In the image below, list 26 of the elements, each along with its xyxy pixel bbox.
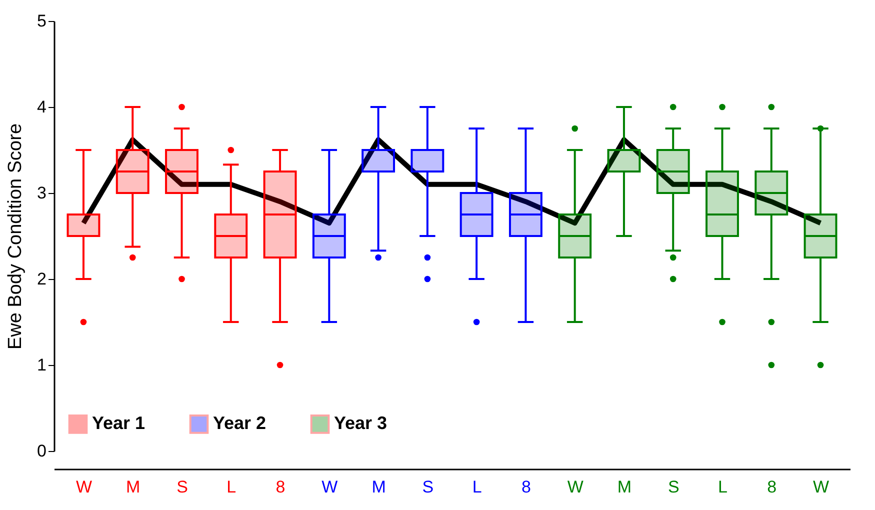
x-tick-label: 8 (767, 478, 777, 496)
x-tick-label: W (322, 478, 338, 496)
x-tick-label: L (226, 478, 236, 496)
y-axis-title: Ewe Body Condition Score (5, 123, 26, 350)
y-tick-label: 2 (37, 270, 46, 288)
legend-label: Year 3 (334, 413, 388, 434)
legend-label: Year 2 (213, 413, 266, 434)
x-tick-label: W (567, 478, 584, 496)
x-tick-label: M (372, 478, 386, 496)
x-tick-label: W (812, 478, 830, 496)
y-tick-label: 0 (37, 442, 46, 460)
x-tick-label: L (718, 478, 728, 496)
y-tick-label: 3 (37, 184, 46, 202)
x-tick-label: M (617, 478, 632, 496)
x-tick-label: S (422, 478, 434, 496)
x-tick-label: W (76, 478, 92, 496)
x-tick-label: S (176, 478, 188, 496)
x-tick-label: L (472, 478, 482, 496)
y-tick-label: 4 (37, 98, 46, 116)
x-tick-label: S (668, 478, 680, 496)
x-tick-label: 8 (521, 478, 531, 496)
y-tick-label: 1 (37, 356, 46, 374)
x-tick-label: M (126, 478, 140, 496)
legend-label: Year 1 (92, 413, 146, 434)
y-tick-label: 5 (37, 12, 46, 30)
x-tick-label: 8 (276, 478, 286, 496)
